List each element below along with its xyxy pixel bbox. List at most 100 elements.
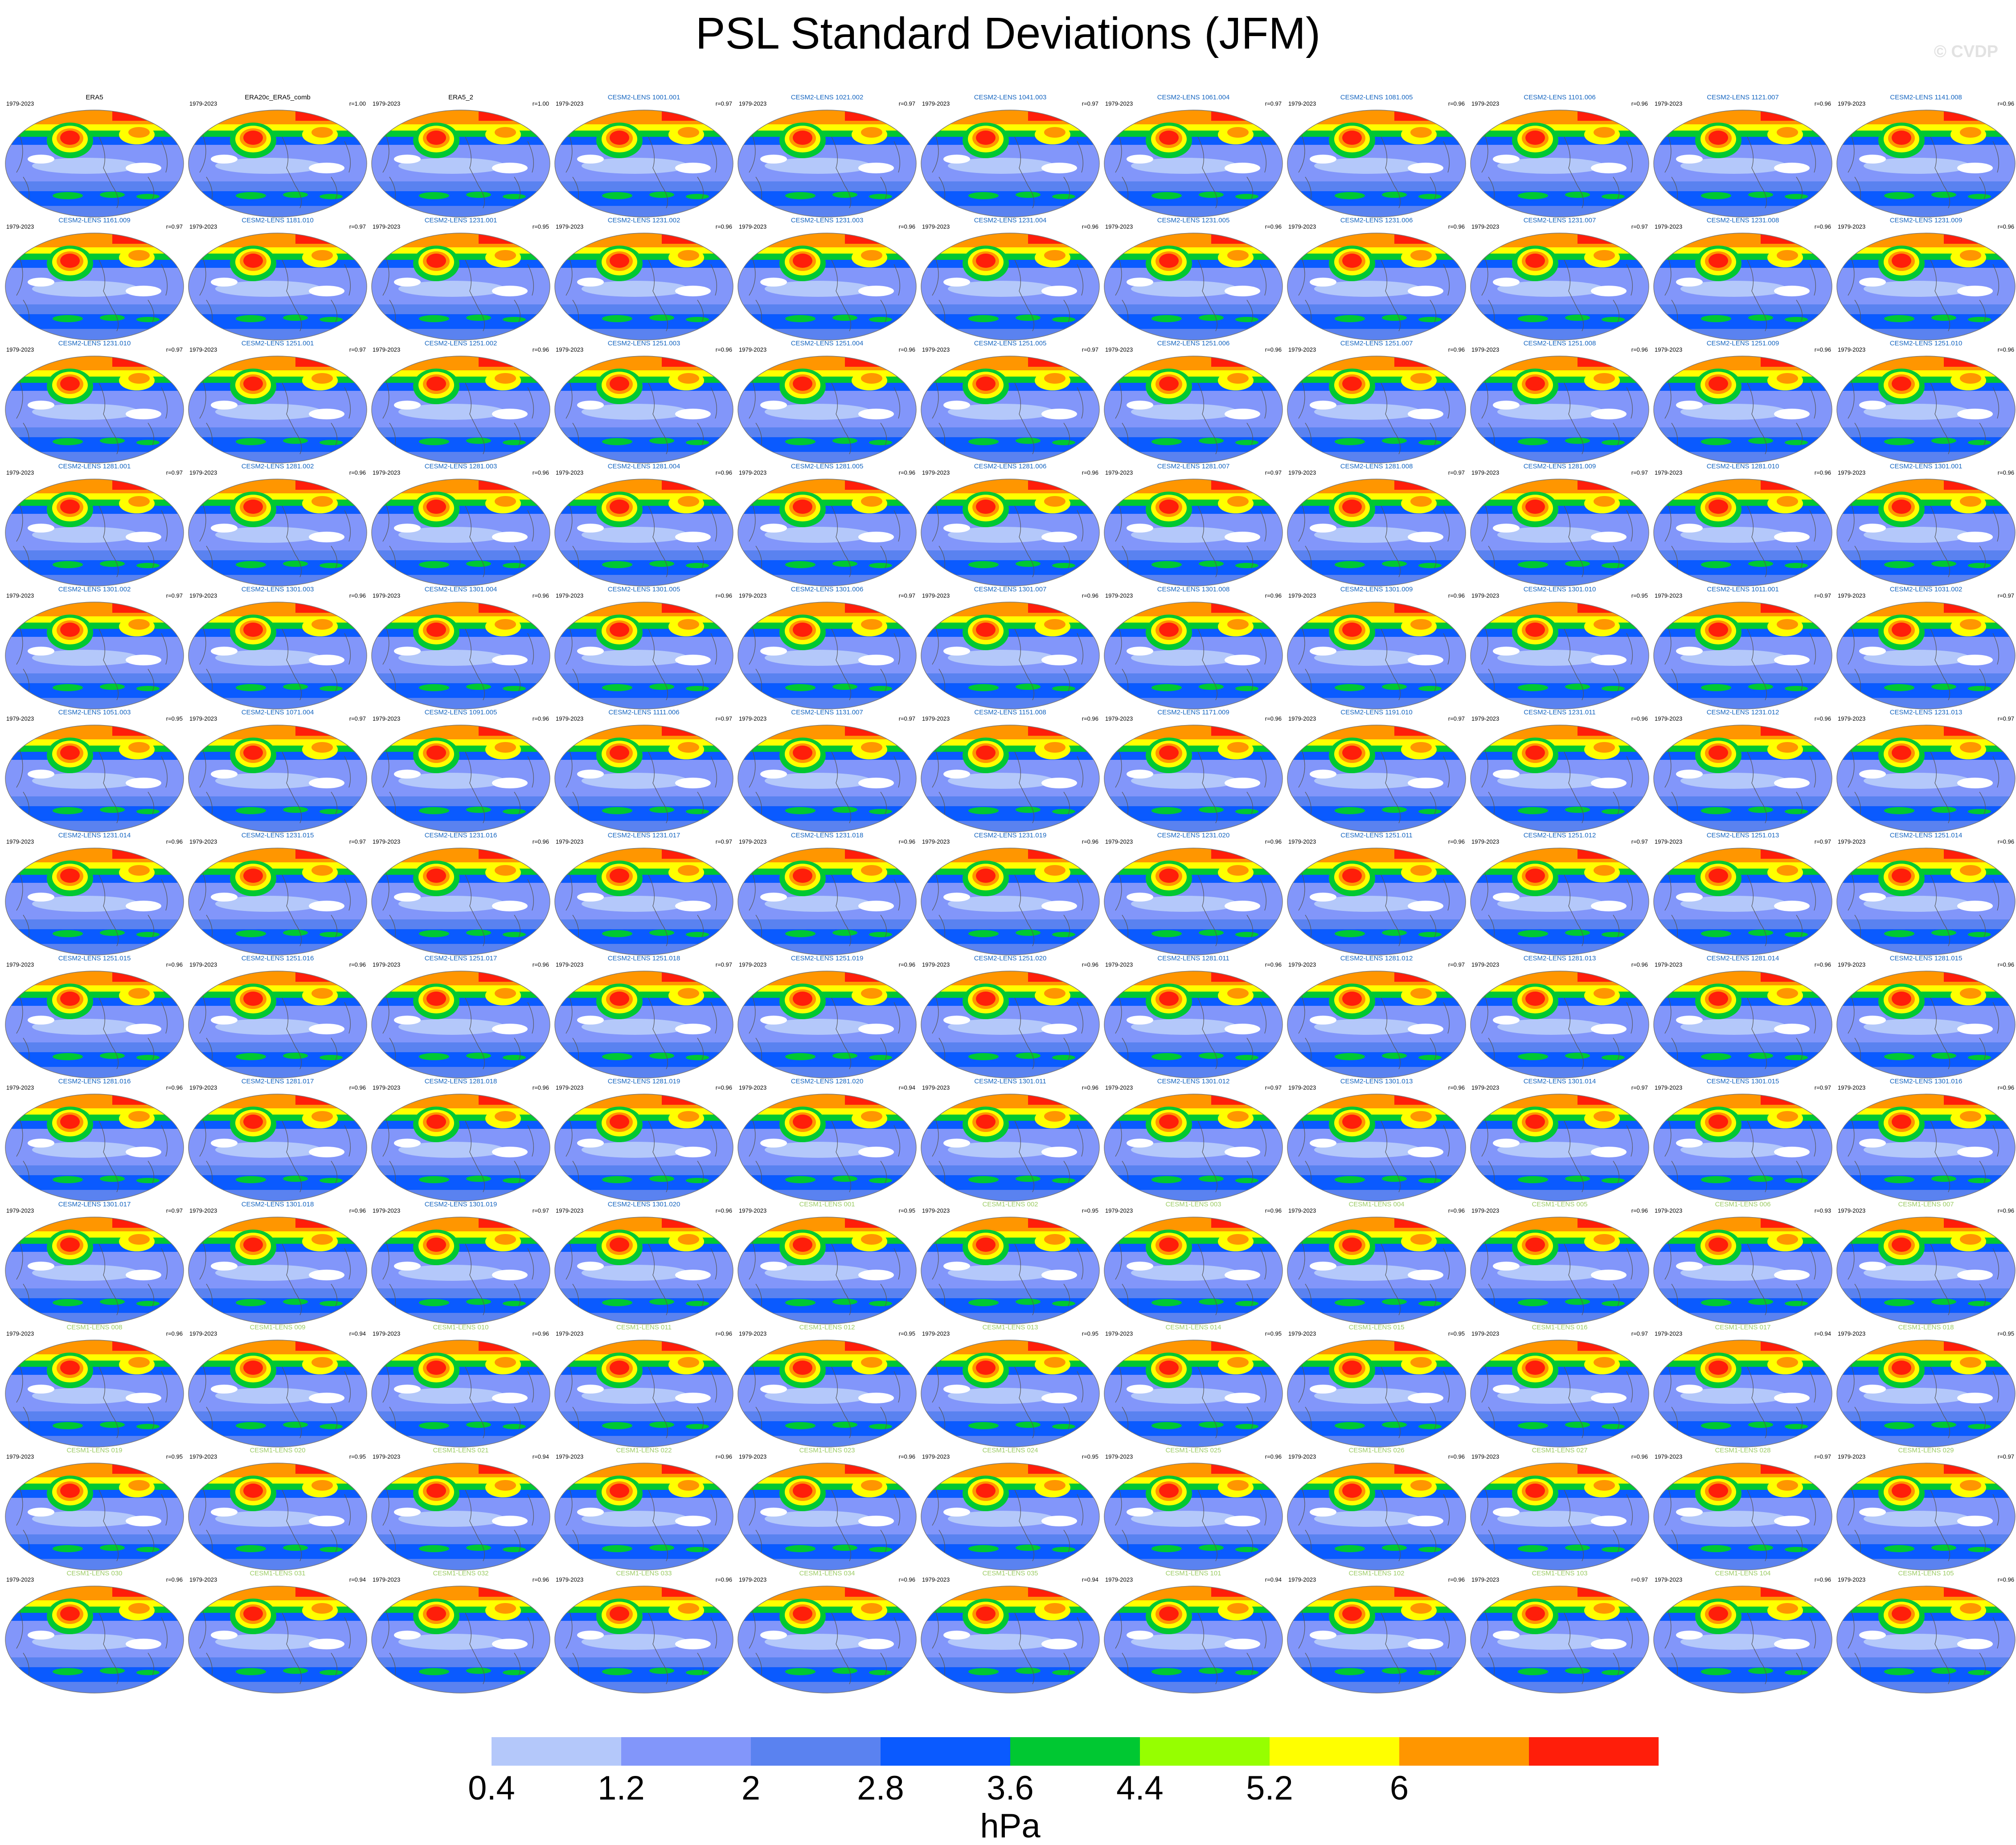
panel-title: CESM2-LENS 1131.007	[791, 709, 863, 716]
panel-correlation: r=0.95	[1082, 1330, 1098, 1337]
panel-period: 1979-2023	[1288, 838, 1316, 845]
panel-map	[1837, 1586, 2015, 1700]
panel-correlation: r=0.96	[716, 469, 732, 476]
panel-map	[188, 356, 367, 470]
panel-period: 1979-2023	[373, 1453, 400, 1460]
panel-map	[555, 848, 733, 962]
panel-map	[1654, 1463, 1832, 1577]
panel-title: CESM2-LENS 1231.012	[1707, 709, 1779, 716]
panel-correlation: r=0.96	[1082, 961, 1098, 968]
panel-period: 1979-2023	[739, 715, 766, 722]
panel-correlation: r=0.96	[1815, 715, 1831, 722]
panel-title: CESM2-LENS 1281.006	[974, 463, 1047, 470]
panel-correlation: r=0.97	[716, 715, 732, 722]
map-panel: 1979-2023 CESM1-LENS 104 r=0.96	[1654, 1570, 1832, 1700]
panel-title: CESM2-LENS 1301.019	[425, 1201, 497, 1208]
panel-correlation: r=0.96	[1265, 715, 1282, 722]
panel-correlation: r=0.96	[349, 592, 366, 599]
panel-title: CESM2-LENS 1061.004	[1157, 94, 1230, 101]
map-panel: 1979-2023 CESM2-LENS 1191.010 r=0.97	[1287, 709, 1466, 839]
map-panel: 1979-2023 CESM1-LENS 011 r=0.96	[555, 1324, 733, 1454]
panel-correlation: r=0.93	[1815, 1207, 1831, 1214]
panel-title: CESM2-LENS 1231.019	[974, 832, 1047, 839]
map-panel: 1979-2023 CESM2-LENS 1281.005 r=0.96	[738, 463, 916, 593]
map-panel: 1979-2023 CESM2-LENS 1231.020 r=0.96	[1104, 832, 1283, 962]
panel-period: 1979-2023	[556, 715, 583, 722]
panel-map	[921, 1463, 1099, 1577]
panel-period: 1979-2023	[739, 1576, 766, 1583]
map-panel: 1979-2023 CESM2-LENS 1281.016 r=0.96	[5, 1078, 184, 1208]
panel-period: 1979-2023	[189, 961, 217, 968]
panel-title: CESM2-LENS 1301.006	[791, 586, 864, 593]
panel-map	[738, 110, 916, 224]
map-panel: 1979-2023 CESM2-LENS 1231.002 r=0.96	[555, 217, 733, 347]
panel-map	[555, 356, 733, 470]
panel-map	[1654, 1586, 1832, 1700]
panel-period: 1979-2023	[922, 223, 950, 230]
credit-text: © CVDP	[1934, 42, 1998, 61]
panel-map	[5, 1463, 184, 1577]
panel-title: CESM2-LENS 1281.008	[1340, 463, 1413, 470]
panel-correlation: r=0.96	[1265, 1453, 1282, 1460]
panel-title: CESM2-LENS 1051.003	[58, 709, 131, 716]
map-panel: 1979-2023 CESM2-LENS 1281.008 r=0.97	[1287, 463, 1466, 593]
panel-map	[1471, 1094, 1649, 1208]
map-panel: 1979-2023 ERA5_2 r=1.00	[372, 94, 550, 224]
map-panel: 1979-2023 CESM2-LENS 1251.019 r=0.96	[738, 955, 916, 1085]
panel-period: 1979-2023	[922, 346, 950, 353]
panel-map	[5, 1340, 184, 1454]
map-panel: 1979-2023 CESM2-LENS 1231.001 r=0.95	[372, 217, 550, 347]
map-panel: 1979-2023 CESM2-LENS 1231.013 r=0.97	[1837, 709, 2015, 839]
panel-title: CESM2-LENS 1031.002	[1890, 586, 1963, 593]
colorbar-tick-label: 6	[1390, 1769, 1409, 1807]
panel-map	[1654, 725, 1832, 839]
panel-correlation: r=0.96	[1265, 346, 1282, 353]
panel-correlation: r=0.96	[1448, 838, 1465, 845]
panel-map	[188, 725, 367, 839]
map-panel: 1979-2023 CESM2-LENS 1301.020 r=0.96	[555, 1201, 733, 1331]
panel-correlation: r=0.97	[1815, 592, 1831, 599]
panel-map	[1837, 110, 2015, 224]
panel-correlation: r=0.95	[166, 715, 183, 722]
map-panel: 1979-2023 CESM2-LENS 1281.007 r=0.97	[1104, 463, 1283, 593]
panel-title: CESM1-LENS 011	[616, 1324, 672, 1331]
map-panel: 1979-2023 CESM2-LENS 1301.012 r=0.97	[1104, 1078, 1283, 1208]
panel-correlation: r=0.96	[1082, 592, 1098, 599]
panel-title: CESM2-LENS 1281.015	[1890, 955, 1963, 962]
map-panel: 1979-2023 CESM1-LENS 103 r=0.97	[1471, 1570, 1649, 1700]
panel-period: 1979-2023	[1471, 223, 1499, 230]
panel-title: CESM1-LENS 005	[1532, 1201, 1587, 1208]
panel-map	[1654, 1340, 1832, 1454]
panel-correlation: r=0.97	[533, 1207, 549, 1214]
panel-period: 1979-2023	[373, 1330, 400, 1337]
panel-period: 1979-2023	[373, 1576, 400, 1583]
panel-correlation: r=0.97	[1998, 1453, 2014, 1460]
panel-correlation: r=0.96	[1631, 715, 1648, 722]
panel-map	[188, 971, 367, 1085]
panel-map	[372, 725, 550, 839]
map-panel: 1979-2023 CESM1-LENS 035 r=0.94	[921, 1570, 1099, 1700]
panel-title: CESM1-LENS 002	[982, 1201, 1038, 1208]
panel-title: CESM1-LENS 104	[1715, 1570, 1770, 1577]
panel-correlation: r=0.97	[1265, 469, 1282, 476]
panel-title: CESM2-LENS 1301.007	[974, 586, 1047, 593]
panel-period: 1979-2023	[373, 1207, 400, 1214]
map-panel: 1979-2023 CESM1-LENS 102 r=0.96	[1287, 1570, 1466, 1700]
panel-correlation: r=0.95	[533, 223, 549, 230]
panel-title: CESM2-LENS 1231.003	[791, 217, 864, 224]
panel-period: 1979-2023	[1655, 223, 1682, 230]
panel-period: 1979-2023	[6, 223, 34, 230]
panel-period: 1979-2023	[189, 1084, 217, 1091]
panel-map	[5, 1094, 184, 1208]
panel-correlation: r=0.96	[1631, 100, 1648, 107]
map-panel: 1979-2023 CESM2-LENS 1051.003 r=0.95	[5, 709, 184, 839]
map-panel: 1979-2023 CESM2-LENS 1231.004 r=0.96	[921, 217, 1099, 347]
map-panel: 1979-2023 CESM2-LENS 1251.001 r=0.97	[188, 340, 367, 470]
panel-period: 1979-2023	[1288, 961, 1316, 968]
map-panel: 1979-2023 CESM2-LENS 1281.010 r=0.96	[1654, 463, 1832, 593]
panel-correlation: r=0.95	[1448, 1330, 1465, 1337]
panel-map	[1287, 1586, 1466, 1700]
panel-period: 1979-2023	[373, 961, 400, 968]
colorbar-swatch	[1399, 1737, 1529, 1766]
panel-map	[555, 1340, 733, 1454]
